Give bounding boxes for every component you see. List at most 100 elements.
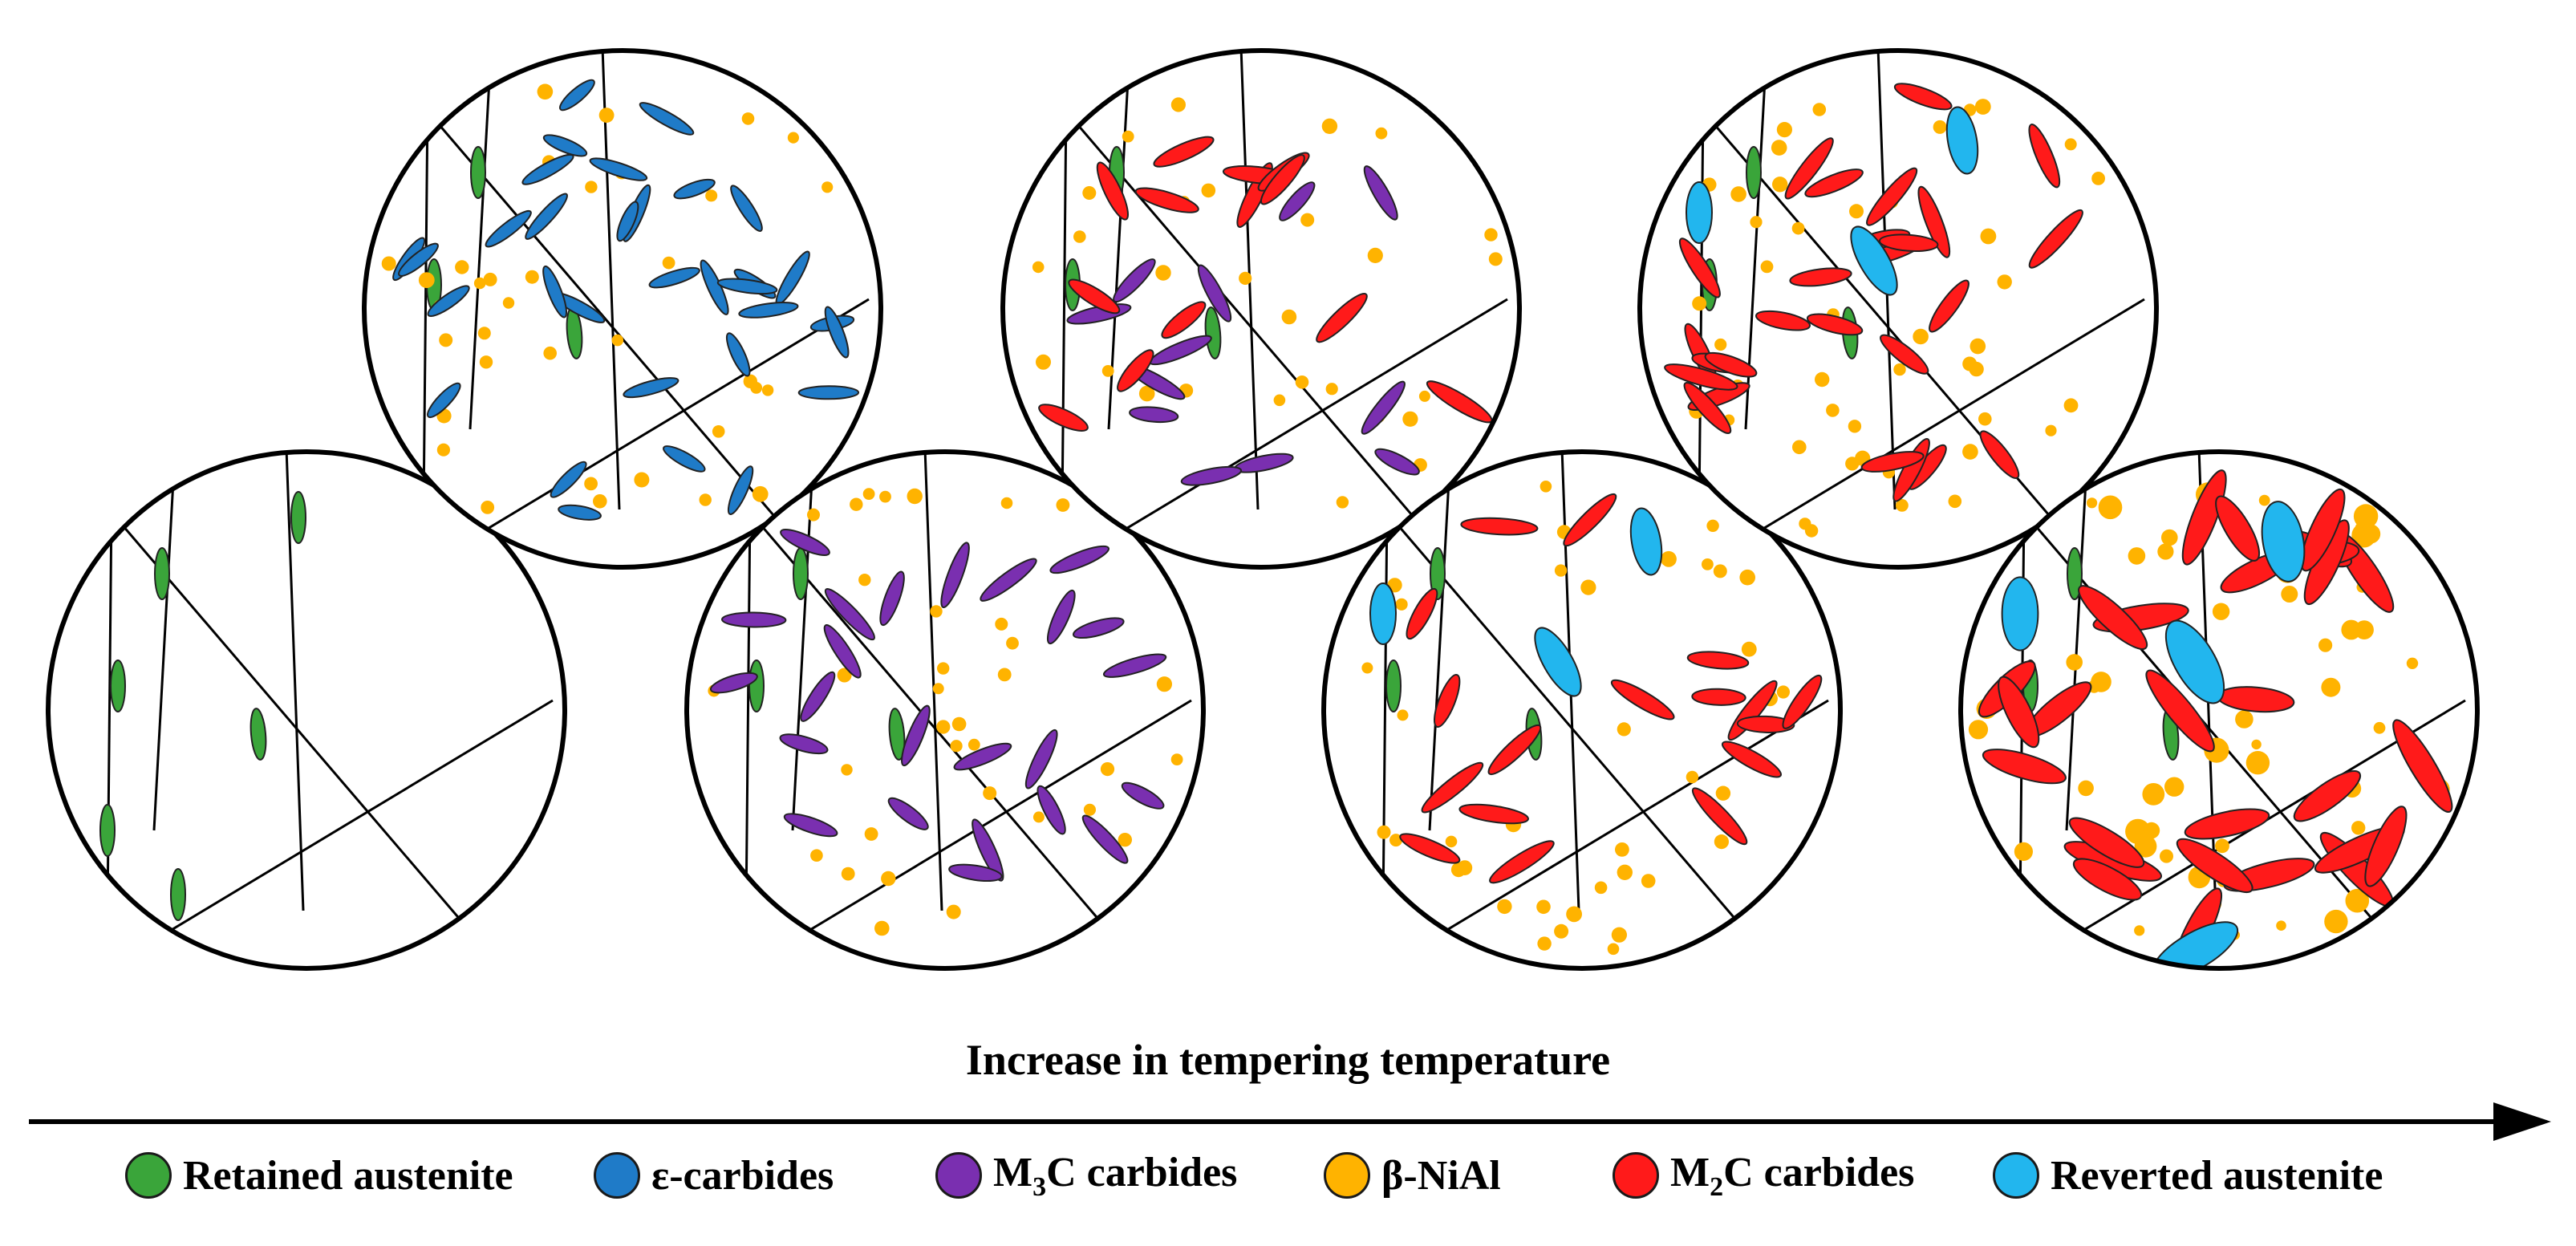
retained-austenite-lath bbox=[154, 547, 170, 600]
lath-boundary bbox=[601, 51, 621, 510]
m2c-carbide bbox=[1683, 382, 1732, 434]
nial-precipitate bbox=[1445, 835, 1458, 848]
lath-boundary bbox=[1107, 51, 1131, 430]
nial-precipitate bbox=[1776, 685, 1790, 699]
circle-outline bbox=[1637, 48, 2159, 570]
m2c-carbide bbox=[2028, 124, 2061, 189]
retained-austenite-lath bbox=[1385, 660, 1402, 712]
nial-precipitate bbox=[1138, 385, 1155, 402]
nial-precipitate bbox=[473, 277, 486, 290]
nial-precipitate bbox=[874, 920, 890, 936]
epsilon-carbide bbox=[663, 445, 706, 473]
nial-precipitate bbox=[2098, 495, 2123, 520]
m2c-carbide bbox=[2293, 770, 2362, 822]
nial-precipitate bbox=[1771, 140, 1787, 156]
lath-boundary bbox=[923, 452, 943, 911]
stage-2-circle bbox=[362, 48, 883, 570]
legend-label: β-NiAl bbox=[1381, 1152, 1501, 1199]
nial-precipitate bbox=[381, 256, 396, 271]
m2c-carbide bbox=[1880, 334, 1929, 375]
reverted-austenite bbox=[1850, 225, 1898, 296]
m3c-carbide bbox=[823, 624, 862, 679]
grain-background bbox=[1003, 51, 1519, 567]
nial-precipitate bbox=[2087, 497, 2098, 509]
nial-precipitate bbox=[2276, 920, 2286, 931]
nial-precipitate bbox=[1715, 785, 1731, 801]
nial-precipitate bbox=[543, 346, 557, 360]
stage-contents bbox=[1032, 51, 1508, 567]
lath-boundary bbox=[2011, 699, 2466, 968]
epsilon-carbide bbox=[550, 461, 587, 498]
grain-background bbox=[48, 452, 565, 968]
nial-precipitate bbox=[1792, 440, 1807, 455]
m2c-carbide bbox=[1998, 676, 2040, 749]
nial-precipitate bbox=[479, 355, 493, 369]
m2c-carbide bbox=[1804, 168, 1864, 198]
grain-background bbox=[687, 452, 1203, 968]
legend-item-m3c-carbides: M3C carbides bbox=[935, 1139, 1237, 1212]
nial-precipitate bbox=[841, 764, 853, 776]
nial-precipitate bbox=[1686, 770, 1699, 784]
epsilon-carbide bbox=[623, 377, 679, 399]
nial-precipitate bbox=[481, 501, 495, 514]
nial-precipitate bbox=[1641, 874, 1656, 888]
nial-precipitate bbox=[662, 256, 675, 270]
nial-precipitate bbox=[2212, 603, 2230, 620]
nial-precipitate bbox=[2351, 821, 2366, 835]
lath-boundary bbox=[469, 51, 493, 430]
nial-precipitate bbox=[1962, 356, 1978, 371]
m2c-carbide bbox=[1704, 351, 1758, 378]
legend-label: ε-carbides bbox=[651, 1152, 834, 1199]
nial-precipitate bbox=[2245, 751, 2270, 775]
stage-3-circle bbox=[684, 449, 1206, 971]
nial-precipitate bbox=[2406, 657, 2419, 669]
lath-boundary bbox=[152, 452, 176, 831]
nial-precipitate bbox=[2014, 842, 2033, 861]
nial-precipitate bbox=[862, 488, 875, 500]
nial-precipitate bbox=[858, 574, 871, 586]
m2c-carbide bbox=[1691, 688, 1746, 706]
retained-austenite-lath bbox=[290, 491, 306, 544]
epsilon-carbides-swatch bbox=[594, 1152, 640, 1199]
nial-precipitate bbox=[1978, 412, 1992, 426]
m2c-carbide bbox=[2078, 585, 2148, 651]
epsilon-carbide bbox=[542, 134, 588, 157]
m3c-carbide bbox=[1129, 406, 1179, 424]
nial-precipitate bbox=[1692, 296, 1707, 311]
nial-precipitate bbox=[1036, 354, 1051, 370]
nial-precipitate bbox=[1554, 564, 1568, 577]
m3c-carbide bbox=[879, 570, 905, 627]
stage-contents bbox=[1664, 51, 2145, 567]
nial-precipitate bbox=[1804, 524, 1819, 538]
nial-precipitate bbox=[1997, 274, 2012, 290]
nial-precipitate bbox=[1617, 864, 1633, 880]
nial-precipitate bbox=[997, 668, 1012, 682]
m2c-carbide bbox=[1134, 187, 1199, 213]
m3c-carbide bbox=[980, 558, 1037, 602]
epsilon-carbide bbox=[559, 79, 595, 112]
m3c-carbide bbox=[1046, 589, 1076, 645]
nial-precipitate bbox=[879, 490, 891, 503]
nial-precipitate bbox=[2321, 677, 2341, 697]
reverted-austenite bbox=[1629, 507, 1663, 576]
nial-precipitate bbox=[1791, 221, 1805, 235]
legend-item-m2c-carbides: M2C carbides bbox=[1613, 1139, 1914, 1212]
epsilon-carbide bbox=[427, 285, 470, 317]
nial-precipitate bbox=[1239, 271, 1252, 285]
nial-precipitate bbox=[1361, 662, 1373, 674]
nial-precipitate bbox=[502, 297, 515, 309]
nial-precipitate bbox=[1714, 834, 1729, 850]
nial-precipitate bbox=[1772, 177, 1788, 193]
nial-precipitate bbox=[1397, 709, 1409, 721]
nial-precipitate bbox=[1730, 186, 1746, 202]
circle-outline bbox=[1000, 48, 1522, 570]
legend-label: Retained austenite bbox=[183, 1152, 513, 1199]
m2c-carbide bbox=[1117, 349, 1154, 392]
nial-precipitate bbox=[593, 494, 607, 509]
nial-precipitate bbox=[1617, 722, 1631, 737]
m2c-carbide bbox=[1610, 679, 1675, 720]
nial-precipitate bbox=[2235, 710, 2253, 729]
nial-precipitate bbox=[850, 497, 863, 511]
nial-precipitate bbox=[2281, 586, 2298, 603]
